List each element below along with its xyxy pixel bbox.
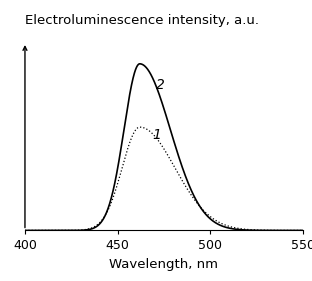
Text: 1: 1	[153, 128, 162, 142]
Text: Electroluminescence intensity, a.u.: Electroluminescence intensity, a.u.	[25, 14, 259, 27]
X-axis label: Wavelength, nm: Wavelength, nm	[109, 258, 218, 271]
Text: 2: 2	[156, 78, 165, 92]
